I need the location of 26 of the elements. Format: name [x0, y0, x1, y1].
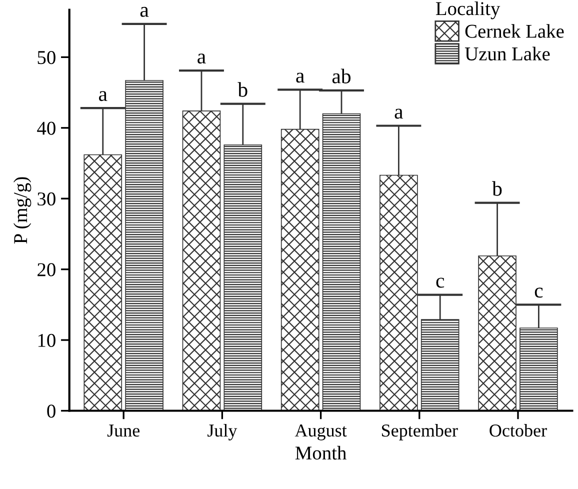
x-tick-label: July — [208, 424, 238, 440]
x-tick-label: August — [294, 424, 347, 440]
y-tick-label: 40 — [37, 122, 56, 135]
y-tick-label: 30 — [38, 192, 56, 206]
x-tick-label: September — [382, 424, 458, 440]
y-tick-label: 10 — [38, 334, 56, 347]
y-axis-title: P (mg/g) — [13, 177, 32, 244]
annotation: c — [436, 278, 444, 288]
annotation: b — [238, 82, 248, 97]
x-axis-title: Month — [295, 446, 346, 460]
annotation: ab — [332, 68, 351, 84]
annotation: b — [492, 181, 502, 196]
annotation: a — [198, 54, 206, 64]
annotation: c — [534, 288, 543, 298]
y-tick-label: 20 — [38, 263, 56, 276]
annotation: a — [394, 108, 404, 119]
y-tick-label: 50 — [38, 50, 56, 64]
annotation: a — [98, 91, 108, 102]
x-tick-label: October — [490, 424, 547, 437]
legend-label: Cernek Lake — [465, 24, 564, 38]
y-tick-label: 0 — [47, 404, 56, 418]
annotation: a — [296, 72, 304, 83]
legend-label: Uzun Lake — [464, 46, 550, 60]
x-tick-label: June — [107, 424, 140, 437]
annotation: a — [140, 6, 149, 17]
legend-title: Locality — [436, 2, 500, 20]
